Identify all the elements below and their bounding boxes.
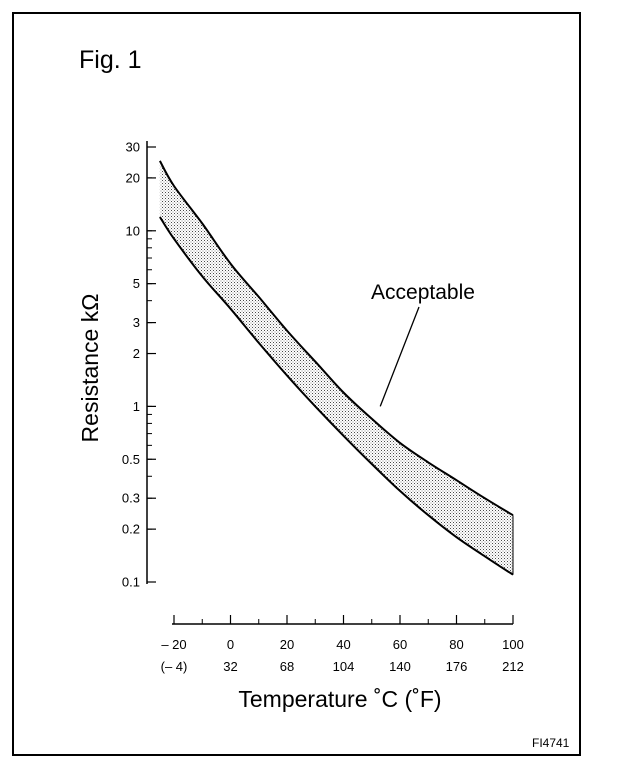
x-tick-label-celsius: – 20 <box>161 637 186 652</box>
y-tick-label: 30 <box>126 140 140 155</box>
y-tick-label: 0.5 <box>122 452 140 467</box>
y-tick-label: 0.3 <box>122 491 140 506</box>
figure-frame <box>12 12 581 756</box>
x-axis: – 20 (– 4) 0 32 20 68 40 104 60 140 80 176 100 212 <box>161 615 524 674</box>
figure-label: Fig. 1 <box>79 46 142 74</box>
annotation-layer: Acceptable <box>371 281 475 407</box>
x-tick-label-celsius: 20 <box>280 637 294 652</box>
x-tick-label-fahrenheit: 140 <box>389 659 411 674</box>
x-tick-label-fahrenheit: 212 <box>502 659 524 674</box>
annotation-acceptable-label: Acceptable <box>371 281 475 304</box>
y-tick-label: 0.2 <box>122 522 140 537</box>
y-axis-title: Resistance kΩ <box>77 294 103 443</box>
band-layer <box>159 160 514 576</box>
y-axis: 30 20 10 5 3 2 1 0.5 0.3 0.2 0.1 <box>122 140 156 590</box>
y-tick-label: 5 <box>133 276 140 291</box>
y-tick-label: 3 <box>133 315 140 330</box>
lower-limit-line <box>159 216 514 576</box>
y-tick-label: 10 <box>126 223 140 238</box>
x-tick-label-celsius: 40 <box>336 637 350 652</box>
x-tick-label-celsius: 60 <box>393 637 407 652</box>
y-tick-label: 2 <box>133 346 140 361</box>
acceptable-band-fill <box>159 160 513 575</box>
y-tick-label: 20 <box>126 170 140 185</box>
x-tick-label-celsius: 0 <box>227 637 234 652</box>
y-tick-label: 1 <box>133 399 140 414</box>
x-tick-label-fahrenheit: 104 <box>333 659 355 674</box>
x-tick-label-fahrenheit: 176 <box>446 659 468 674</box>
x-tick-label-fahrenheit: 32 <box>223 659 237 674</box>
x-tick-label-fahrenheit: (– 4) <box>161 659 188 674</box>
y-tick-label: 0.1 <box>122 575 140 590</box>
figure-code: FI4741 <box>532 736 570 750</box>
x-axis-title: Temperature ˚C (˚F) <box>238 686 441 712</box>
upper-limit-line <box>159 160 514 517</box>
annotation-leader-line <box>379 306 420 407</box>
x-tick-label-celsius: 100 <box>502 637 524 652</box>
x-tick-label-fahrenheit: 68 <box>280 659 294 674</box>
x-tick-label-celsius: 80 <box>449 637 463 652</box>
